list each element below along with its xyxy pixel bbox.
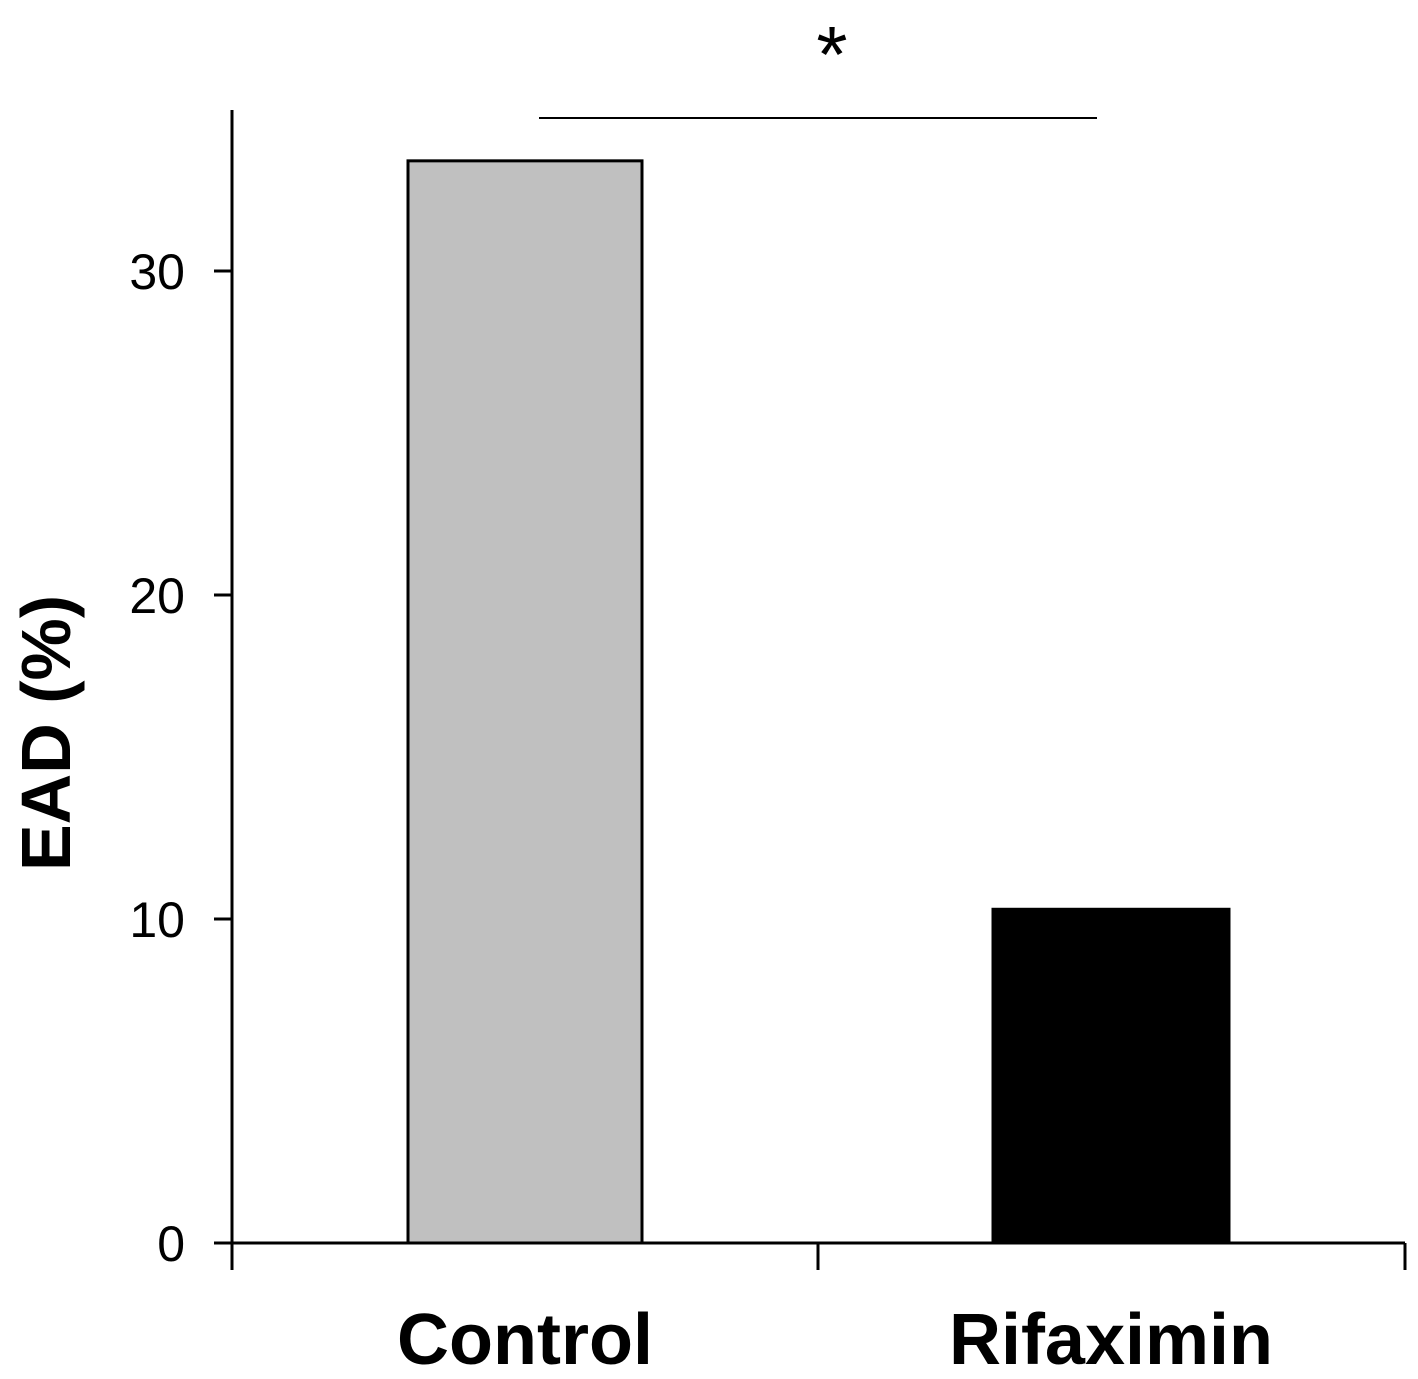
y-tick-label-10: 10 xyxy=(129,892,185,948)
y-tick-label-30: 30 xyxy=(129,244,185,300)
labels-layer: Control Rifaximin 0 10 20 30 xyxy=(129,244,1273,1379)
y-tick-label-0: 0 xyxy=(157,1216,185,1272)
bar-rifaximin xyxy=(991,907,1231,1245)
significance-marker: * xyxy=(816,10,847,99)
x-tick-label-rifaximin: Rifaximin xyxy=(949,1300,1273,1379)
bar-control xyxy=(406,159,644,1245)
axes-layer xyxy=(214,110,1407,1270)
bars-layer xyxy=(406,159,1231,1245)
y-tick-label-20: 20 xyxy=(129,568,185,624)
y-axis-title: EAD (%) xyxy=(7,595,85,871)
x-tick-label-control: Control xyxy=(397,1300,653,1379)
